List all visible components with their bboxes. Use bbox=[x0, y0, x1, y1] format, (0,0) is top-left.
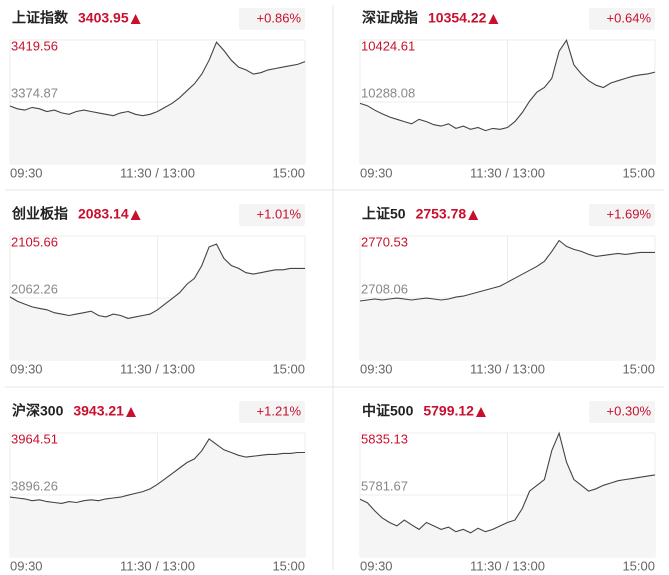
y-tick-label: 3419.56 bbox=[11, 38, 58, 53]
x-tick-label: 09:30 bbox=[10, 558, 43, 573]
index-card: 沪深3003943.21+1.21%3828.013896.263964.510… bbox=[9, 401, 306, 573]
index-card: 中证5005799.12+0.30%5728.215781.675835.130… bbox=[359, 401, 656, 573]
x-tick-label: 11:30 / 13:00 bbox=[470, 361, 545, 376]
x-tick-label: 11:30 / 13:00 bbox=[470, 165, 545, 180]
index-name: 中证500 bbox=[362, 403, 414, 419]
x-tick-label: 11:30 / 13:00 bbox=[120, 361, 195, 376]
x-tick-label: 11:30 / 13:00 bbox=[120, 558, 195, 573]
index-price: 10354.22 bbox=[428, 10, 487, 26]
index-name: 创业板指 bbox=[11, 206, 68, 222]
change-value: +1.01% bbox=[257, 206, 302, 221]
y-tick-label: 10288.08 bbox=[361, 85, 415, 100]
price-line bbox=[359, 431, 656, 534]
price-line bbox=[359, 239, 655, 302]
index-price: 2083.14 bbox=[78, 206, 129, 222]
index-card: 深证成指10354.22+0.64%10151.5510288.0810424.… bbox=[359, 8, 656, 180]
y-tick-label: 3896.26 bbox=[11, 478, 58, 493]
change-badge bbox=[239, 401, 305, 423]
up-arrow bbox=[130, 210, 141, 220]
up-arrow bbox=[130, 14, 141, 24]
change-value: +1.69% bbox=[607, 206, 652, 221]
x-tick-label: 15:00 bbox=[272, 361, 305, 376]
x-tick-label: 15:00 bbox=[272, 558, 305, 573]
y-tick-label: 2708.06 bbox=[361, 281, 408, 296]
y-tick-label: 10424.61 bbox=[361, 38, 415, 53]
up-arrow bbox=[468, 210, 479, 220]
index-price: 3943.21 bbox=[73, 403, 124, 419]
index-card: 上证502753.78+1.69%2645.582708.062770.5309… bbox=[359, 204, 656, 376]
change-value: +0.64% bbox=[607, 10, 652, 25]
index-card: 上证指数3403.95+0.86%3330.183374.873419.5609… bbox=[9, 8, 306, 180]
price-line bbox=[359, 39, 656, 132]
x-tick-label: 09:30 bbox=[360, 361, 393, 376]
price-line bbox=[9, 438, 305, 504]
price-area bbox=[10, 438, 305, 557]
up-arrow bbox=[475, 407, 486, 417]
index-name: 沪深300 bbox=[12, 403, 64, 419]
y-tick-label: 5781.67 bbox=[361, 478, 408, 493]
x-tick-label: 11:30 / 13:00 bbox=[470, 558, 545, 573]
index-name: 上证指数 bbox=[12, 10, 69, 26]
change-badge bbox=[589, 204, 655, 226]
y-tick-label: 3374.87 bbox=[11, 85, 58, 100]
x-tick-label: 15:00 bbox=[272, 165, 305, 180]
y-tick-label: 5835.13 bbox=[361, 431, 408, 446]
index-price: 5799.12 bbox=[423, 403, 474, 419]
change-badge bbox=[239, 8, 305, 30]
price-line bbox=[9, 243, 305, 319]
index-name: 上证50 bbox=[362, 206, 406, 222]
change-value: +0.86% bbox=[257, 10, 302, 25]
price-area bbox=[10, 42, 305, 165]
change-value: +1.21% bbox=[257, 403, 302, 418]
x-tick-label: 11:30 / 13:00 bbox=[120, 165, 195, 180]
y-tick-label: 3964.51 bbox=[11, 431, 58, 446]
index-price: 3403.95 bbox=[78, 10, 129, 26]
index-card: 创业板指2083.14+1.01%2018.862062.262105.6609… bbox=[9, 204, 306, 376]
x-tick-label: 09:30 bbox=[10, 361, 43, 376]
x-tick-label: 15:00 bbox=[622, 558, 655, 573]
price-line bbox=[9, 41, 306, 117]
up-arrow bbox=[488, 14, 499, 24]
change-badge bbox=[589, 8, 655, 30]
price-area bbox=[10, 244, 305, 360]
x-tick-label: 09:30 bbox=[360, 165, 393, 180]
change-badge bbox=[239, 204, 305, 226]
index-price: 2753.78 bbox=[416, 206, 467, 222]
up-arrow bbox=[125, 407, 136, 417]
x-tick-label: 15:00 bbox=[622, 165, 655, 180]
price-area bbox=[360, 40, 655, 164]
y-tick-label: 2062.26 bbox=[11, 281, 58, 296]
x-tick-label: 09:30 bbox=[10, 165, 43, 180]
x-tick-label: 09:30 bbox=[360, 558, 393, 573]
y-tick-label: 2105.66 bbox=[11, 234, 58, 249]
index-name: 深证成指 bbox=[362, 10, 418, 26]
change-value: +0.30% bbox=[607, 403, 652, 418]
y-tick-label: 2770.53 bbox=[361, 234, 408, 249]
x-tick-label: 15:00 bbox=[622, 361, 655, 376]
price-area bbox=[360, 240, 655, 360]
change-badge bbox=[589, 401, 655, 423]
